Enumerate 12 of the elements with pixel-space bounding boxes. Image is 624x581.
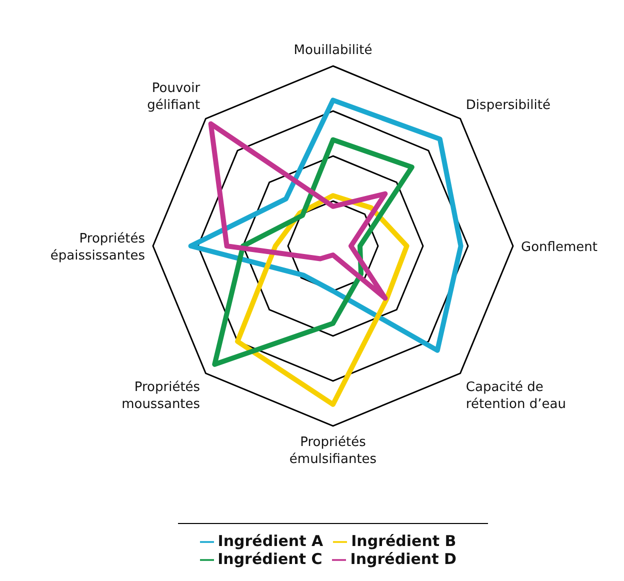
spoke-label: Pouvoir gélifiant [147, 81, 201, 114]
legend-label: Ingrédient B [351, 532, 456, 550]
spoke-label: Mouillabilité [294, 43, 372, 58]
spoke-label: Propriétés épaississantes [50, 232, 146, 264]
spoke-label: Dispersibilité [466, 98, 550, 114]
legend-label: Ingrédient A [218, 532, 324, 550]
spoke-label: Propriétés émulsifiantes [289, 435, 377, 467]
legend-label: Ingrédient C [218, 550, 322, 568]
spoke-label: Capacité de rétention d’eau [466, 380, 566, 412]
legend-label: Ingrédient D [350, 550, 456, 568]
spoke-label: Gonflement [521, 240, 598, 255]
spoke-label: Propriétés moussantes [122, 380, 200, 412]
